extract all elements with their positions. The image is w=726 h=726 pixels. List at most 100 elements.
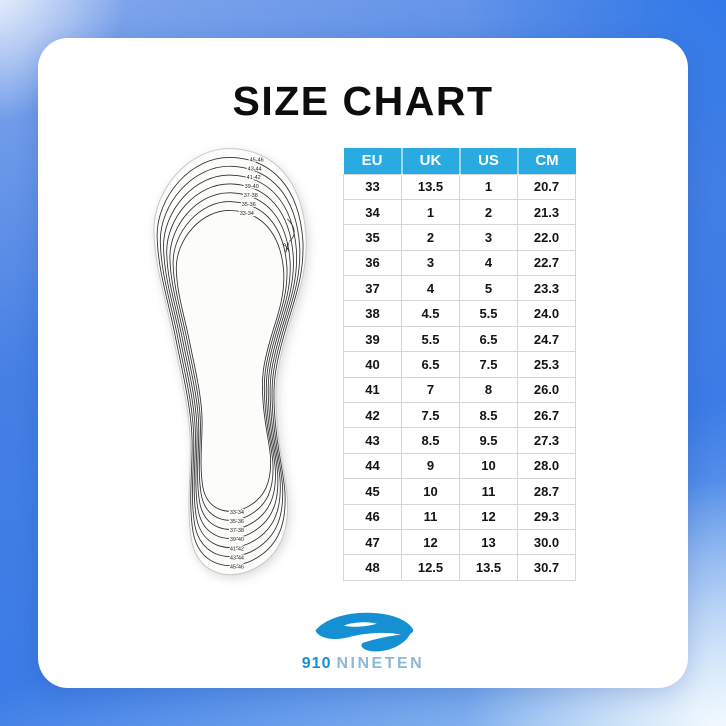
size-chart-card: SIZE CHART 45-46 43-44 41-42 39-40 37-38…: [38, 38, 688, 688]
brand-name: NINETEN: [336, 655, 425, 672]
size-cell: 35: [343, 224, 402, 251]
svg-text:43-44: 43-44: [248, 166, 262, 172]
size-cell: 26.7: [517, 402, 576, 429]
size-cell: 29.3: [517, 503, 576, 530]
size-cell: 25.3: [517, 351, 576, 378]
size-row: 41 7 8 26.0: [343, 376, 576, 404]
size-cell: 10: [459, 452, 518, 480]
size-cell: 3: [459, 224, 518, 251]
svg-text:35-36: 35-36: [242, 202, 256, 208]
svg-text:45-46: 45-46: [250, 157, 264, 163]
size-cell: 12.5: [401, 554, 460, 581]
size-cell: 7.5: [401, 402, 460, 429]
size-cell: 4: [459, 249, 518, 277]
size-cell: 7.5: [459, 351, 518, 378]
size-cell: 5: [459, 275, 518, 302]
size-row: 36 3 4 22.7: [343, 249, 576, 277]
size-row: 39 5.5 6.5 24.7: [343, 325, 576, 353]
size-row: 34 1 2 21.3: [343, 198, 576, 226]
svg-text:37-38: 37-38: [230, 528, 244, 534]
size-cell: 9.5: [459, 427, 518, 454]
size-cell: 13.5: [401, 173, 460, 200]
svg-text:43-44: 43-44: [230, 556, 244, 562]
size-cell: 39: [343, 325, 402, 353]
size-cell: 47: [343, 528, 402, 556]
size-cell: 24.0: [517, 300, 576, 327]
cut-arrow-line: [287, 218, 295, 242]
column-header-cm: CM: [516, 148, 576, 174]
size-table: EU UK US CM 33 13.5 1 20.7 34 1 2 21.3 35 2 3 22.0 3…: [343, 148, 576, 581]
svg-text:45-46: 45-46: [230, 565, 244, 571]
size-cell: 20.7: [517, 173, 576, 200]
size-cell: 30.0: [517, 528, 576, 556]
size-cell: 10: [401, 478, 460, 505]
size-table-body: 33 13.5 1 20.7 34 1 2 21.3 35 2 3 22.0 36 3 4 22.7 37 4 5 2…: [343, 173, 576, 581]
size-cell: 6.5: [401, 351, 460, 378]
size-cell: 48: [343, 554, 402, 581]
size-cell: 12: [459, 503, 518, 530]
size-cell: 40: [343, 351, 402, 378]
size-cell: 28.0: [517, 452, 576, 480]
size-cell: 43: [343, 427, 402, 454]
size-cell: 12: [401, 528, 460, 556]
brand-logo: 910 NINETEN: [38, 609, 688, 673]
insole-outline: [153, 148, 307, 576]
size-cell: 41: [343, 376, 402, 404]
size-cell: 8.5: [401, 427, 460, 454]
svg-text:33-34: 33-34: [230, 510, 244, 516]
svg-text:33-34: 33-34: [240, 211, 254, 217]
size-cut-lines: [157, 157, 303, 565]
size-cell: 1: [459, 173, 518, 200]
toe-size-labels: 45-46 43-44 41-42 39-40 37-38 35-36 33-3…: [239, 156, 265, 218]
brand-wordmark: 910 NINETEN: [302, 655, 424, 673]
size-cell: 38: [343, 300, 402, 327]
size-row: 47 12 13 30.0: [343, 528, 576, 556]
size-cell: 5.5: [401, 325, 460, 353]
svg-text:37-38: 37-38: [244, 193, 258, 199]
size-row: 35 2 3 22.0: [343, 224, 576, 251]
size-cell: 11: [401, 503, 460, 530]
svg-text:35-36: 35-36: [230, 519, 244, 525]
size-cell: 36: [343, 249, 402, 277]
size-cell: 1: [401, 198, 460, 226]
size-table-header: EU UK US CM: [343, 148, 576, 174]
column-header-uk: UK: [400, 148, 460, 174]
size-cell: 33: [343, 173, 402, 200]
size-row: 45 10 11 28.7: [343, 478, 576, 505]
size-row: 42 7.5 8.5 26.7: [343, 402, 576, 429]
size-cell: 24.7: [517, 325, 576, 353]
size-cell: 3: [401, 249, 460, 277]
size-cell: 11: [459, 478, 518, 505]
size-cell: 44: [343, 452, 402, 480]
size-row: 46 11 12 29.3: [343, 503, 576, 530]
size-cell: 28.7: [517, 478, 576, 505]
size-cell: 2: [459, 198, 518, 226]
size-cell: 13.5: [459, 554, 518, 581]
size-cell: 13: [459, 528, 518, 556]
size-cell: 27.3: [517, 427, 576, 454]
insole-diagram: 45-46 43-44 41-42 39-40 37-38 35-36 33-3…: [153, 148, 307, 576]
size-cell: 2: [401, 224, 460, 251]
size-row: 33 13.5 1 20.7: [343, 173, 576, 200]
size-row: 48 12.5 13.5 30.7: [343, 554, 576, 581]
svg-text:41-42: 41-42: [247, 175, 261, 181]
svg-text:39-40: 39-40: [245, 184, 259, 190]
column-header-eu: EU: [343, 148, 402, 174]
page-title: SIZE CHART: [232, 78, 494, 124]
svg-text:39-40: 39-40: [230, 537, 244, 543]
size-cell: 8: [459, 376, 518, 404]
size-cell: 23.3: [517, 275, 576, 302]
size-row: 37 4 5 23.3: [343, 275, 576, 302]
size-cell: 42: [343, 402, 402, 429]
brand-number: 910: [301, 655, 332, 672]
size-cell: 9: [401, 452, 460, 480]
size-cell: 22.0: [517, 224, 576, 251]
column-header-us: US: [458, 148, 518, 174]
size-cell: 21.3: [517, 198, 576, 226]
size-row: 43 8.5 9.5 27.3: [343, 427, 576, 454]
size-cell: 5.5: [459, 300, 518, 327]
size-cell: 37: [343, 275, 402, 302]
size-cell: 30.7: [517, 554, 576, 581]
size-cell: 26.0: [517, 376, 576, 404]
